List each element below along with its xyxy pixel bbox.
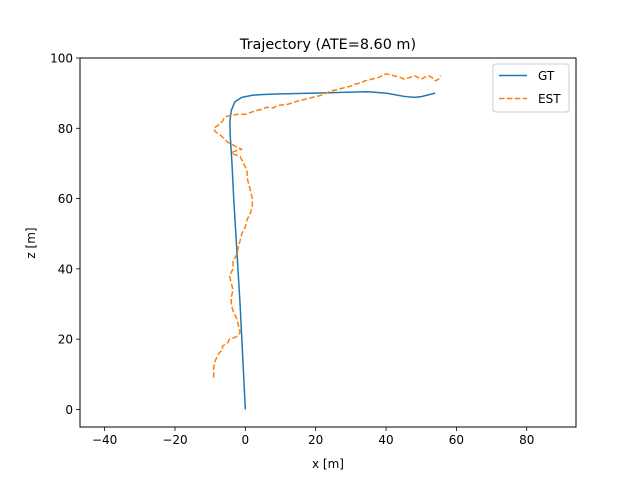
y-tick-label: 100	[50, 52, 73, 66]
series-line-gt	[229, 90, 436, 410]
chart-title: Trajectory (ATE=8.60 m)	[239, 37, 416, 53]
x-tick-label: 60	[449, 433, 464, 447]
legend-label-est: EST	[538, 92, 561, 106]
x-tick-label: 20	[308, 433, 323, 447]
x-tick-label: 0	[242, 433, 250, 447]
x-axis-ticks: −40 −20 0 20 40 60 80	[92, 427, 534, 447]
series-line-est	[212, 73, 442, 378]
plot-frame	[79, 57, 577, 428]
y-tick-label: 40	[58, 262, 73, 276]
plot-content	[212, 73, 442, 410]
y-tick-label: 60	[58, 192, 73, 206]
y-axis-ticks: 0 20 40 60 80 100	[50, 52, 80, 417]
legend-label-gt: GT	[538, 69, 555, 83]
x-tick-label: 80	[519, 433, 534, 447]
x-axis-label: x [m]	[312, 457, 344, 471]
y-tick-label: 20	[58, 333, 73, 347]
x-tick-label: 40	[378, 433, 393, 447]
legend: GT EST	[492, 63, 570, 113]
x-tick-label: −40	[92, 433, 117, 447]
y-tick-label: 0	[65, 403, 73, 417]
y-tick-label: 80	[58, 122, 73, 136]
x-tick-label: −20	[162, 433, 187, 447]
y-axis-label: z [m]	[24, 227, 38, 258]
